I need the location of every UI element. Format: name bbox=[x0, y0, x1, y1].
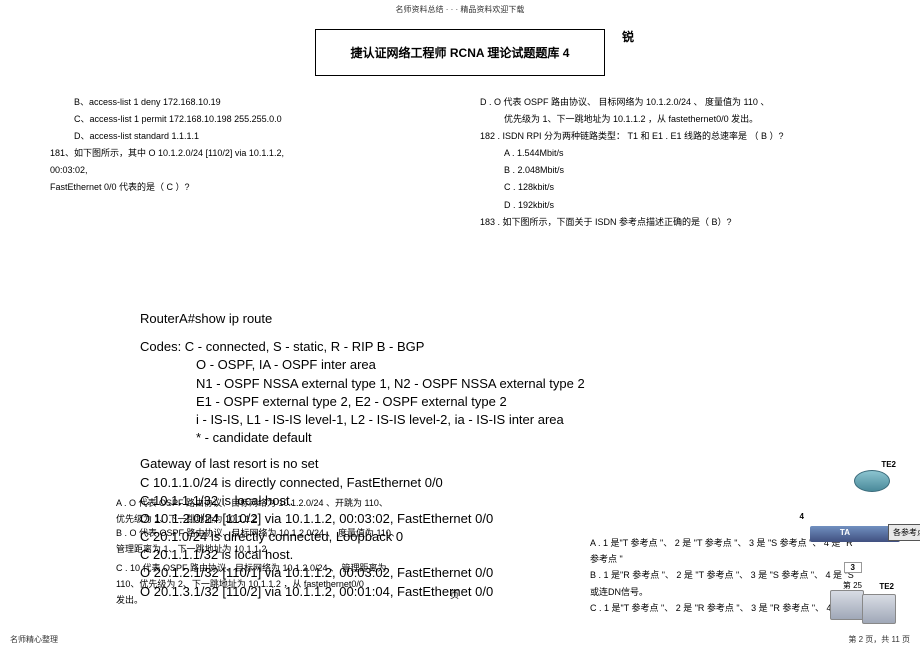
top-header: 名师资料总结 · · · 精品资料欢迎下载 bbox=[0, 0, 920, 19]
codes-line5: i - IS-IS, L1 - IS-IS level-1, L2 - IS-I… bbox=[140, 411, 840, 429]
ov-b2: 管理距离为 1、下一跳地址为 10.1.1.2 bbox=[116, 541, 636, 557]
right-column: D . O 代表 OSPF 路由协议、 目标网络为 10.1.2.0/24 、 … bbox=[480, 94, 870, 231]
label-te2-bot: TE2 bbox=[879, 582, 894, 591]
q182-b: B . 2.048Mbit/s bbox=[480, 162, 870, 179]
route-1: C 10.1.1.0/24 is directly connected, Fas… bbox=[140, 474, 840, 492]
opt-b: B、access-list 1 deny 172.168.10.19 bbox=[50, 94, 440, 111]
codes-line6: * - candidate default bbox=[140, 429, 840, 447]
footer-left: 名师精心整理 bbox=[10, 634, 58, 645]
page-25: 第 25 bbox=[843, 580, 862, 591]
router-icon bbox=[854, 470, 890, 492]
codes-line4: E1 - OSPF external type 2, E2 - OSPF ext… bbox=[140, 393, 840, 411]
right-d-line1: D . O 代表 OSPF 路由协议、 目标网络为 10.1.2.0/24 、 … bbox=[480, 94, 870, 111]
opt-d: D、access-list standard 1.1.1.1 bbox=[50, 128, 440, 145]
q181-line3: FastEthernet 0/0 代表的是（ C ）? bbox=[50, 179, 440, 196]
ov-c1: C . 10 代表 OSPF 路由协议、目标网络为 10.1.2.0/24 、 … bbox=[116, 560, 636, 576]
q181-line2: 00:03:02, bbox=[50, 162, 440, 179]
left-column: B、access-list 1 deny 172.168.10.19 C、acc… bbox=[50, 94, 440, 231]
switch-icon bbox=[810, 526, 900, 542]
callout-box: 各参考点 bbox=[888, 524, 920, 541]
overlay-option-a: A . O 代表 OSPF 路由协议、目标网络为 10.1.2.0/24 、开跳… bbox=[116, 495, 636, 527]
q182-d: D . 192kbit/s bbox=[480, 197, 870, 214]
title-rui: 锐 bbox=[622, 28, 634, 45]
label-n4: 4 bbox=[800, 512, 804, 521]
right-d-line2: 优先级为 1、下一跳地址为 10.1.1.2 ，从 fastethernet0/… bbox=[480, 111, 870, 128]
page-char: 页 bbox=[450, 588, 459, 601]
title-text: 捷认证网络工程师 RCNA 理论试题题库 4 bbox=[351, 46, 570, 60]
label-ta: TA bbox=[840, 528, 850, 537]
ov-b1: B . O 代表 OSPF 路由协议、目标网络为 10.1.2.0/24 、 度… bbox=[116, 525, 636, 541]
q182-c: C . 128kbit/s bbox=[480, 179, 870, 196]
ov-a1: A . O 代表 OSPF 路由协议、目标网络为 10.1.2.0/24 、开跳… bbox=[116, 495, 636, 511]
server-icon-2 bbox=[862, 594, 896, 624]
router-cmd: RouterA#show ip route bbox=[140, 310, 840, 328]
q183-a2: 参考点 " bbox=[590, 551, 920, 567]
q181-line1: 181、如下图所示，其中 O 10.1.2.0/24 [110/2] via 1… bbox=[50, 145, 440, 162]
codes-line3: N1 - OSPF NSSA external type 1, N2 - OSP… bbox=[140, 375, 840, 393]
opt-c: C、access-list 1 permit 172.168.10.198 25… bbox=[50, 111, 440, 128]
columns: B、access-list 1 deny 172.168.10.19 C、acc… bbox=[0, 94, 920, 231]
q183: 183 . 如下图所示，下面关于 ISDN 参考点描述正确的是（ B）? bbox=[480, 214, 870, 231]
q183-b: B . 1 是"R 参考点 "、 2 是 "T 参考点 "、 3 是 "S 参考… bbox=[590, 567, 920, 583]
ov-c2: 110、优先级为 2、下一跳地址为 10.1.1.2 ，从 fastethern… bbox=[116, 576, 636, 592]
title-box: 捷认证网络工程师 RCNA 理论试题题库 4 锐 bbox=[315, 29, 605, 76]
ov-c3: 发出。 bbox=[116, 592, 636, 608]
overlay-option-b: B . O 代表 OSPF 路由协议、目标网络为 10.1.2.0/24 、 度… bbox=[116, 525, 636, 557]
q182-a: A . 1.544Mbit/s bbox=[480, 145, 870, 162]
gateway-line: Gateway of last resort is no set bbox=[140, 455, 840, 473]
server-icon-1 bbox=[830, 590, 864, 620]
codes-line1: Codes: C - connected, S - static, R - RI… bbox=[140, 338, 840, 356]
overlay-option-c: C . 10 代表 OSPF 路由协议、目标网络为 10.1.2.0/24 、 … bbox=[116, 560, 636, 609]
q182: 182 . ISDN RPI 分为两种链路类型： T1 和 E1 . E1 线路… bbox=[480, 128, 870, 145]
label-n3: 3 bbox=[844, 562, 862, 573]
footer-right: 第 2 页，共 11 页 bbox=[848, 634, 910, 645]
label-te2-top: TE2 bbox=[881, 460, 896, 469]
codes-line2: O - OSPF, IA - OSPF inter area bbox=[140, 356, 840, 374]
